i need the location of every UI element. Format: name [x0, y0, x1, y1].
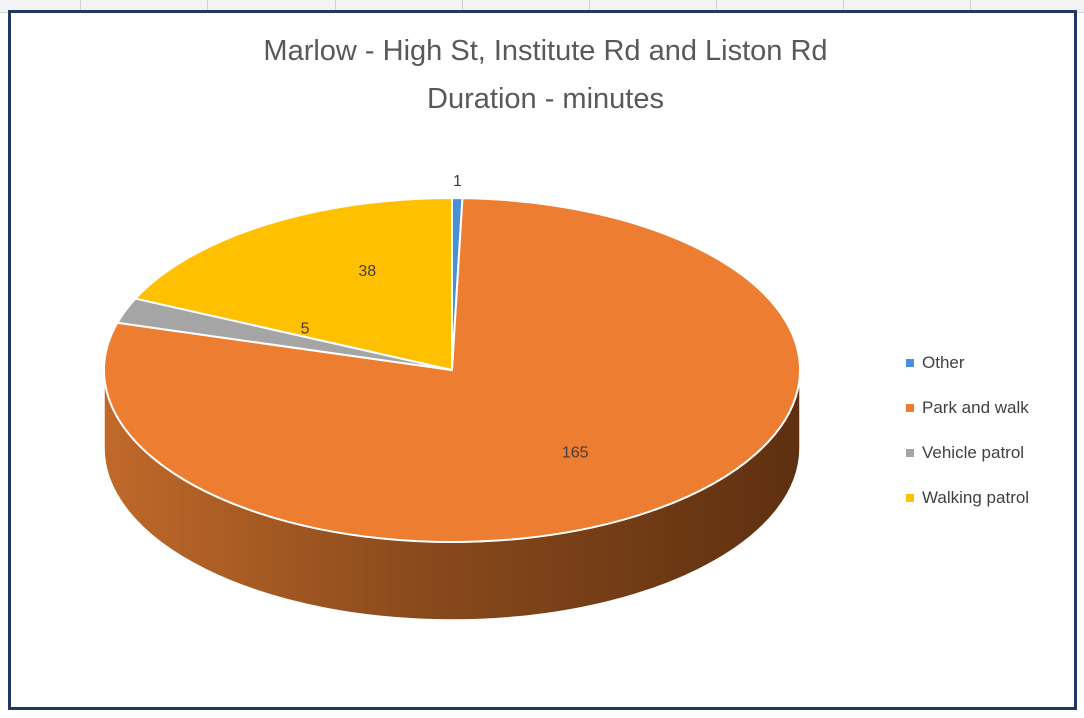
column-divider: [716, 0, 717, 12]
data-label-other: 1: [453, 173, 462, 190]
column-divider: [462, 0, 463, 12]
legend-swatch: [906, 448, 914, 457]
chart-legend: Other Park and walk Vehicle patrol Walking …: [906, 340, 1076, 520]
legend-swatch: [906, 403, 914, 412]
chart-title: Marlow - High St, Institute Rd and Listo…: [263, 35, 828, 67]
column-divider: [843, 0, 844, 12]
column-divider: [80, 0, 81, 12]
data-label-vehicle-patrol: 5: [301, 321, 310, 338]
legend-label: Park and walk: [922, 397, 1029, 417]
data-label-walking-patrol: 38: [358, 263, 376, 280]
legend-label: Vehicle patrol: [922, 442, 1025, 462]
legend-item-park-and-walk[interactable]: Park and walk: [906, 385, 1076, 430]
column-divider: [335, 0, 336, 12]
legend-item-other[interactable]: Other: [906, 340, 1076, 385]
legend-label: Walking patrol: [922, 487, 1030, 507]
legend-label: Other: [922, 352, 965, 372]
chart-area[interactable]: Marlow - High St, Institute Rd and Listo…: [8, 10, 1077, 710]
column-divider: [970, 0, 971, 12]
pie-plot: 1 165 5 38: [103, 173, 801, 621]
legend-item-walking-patrol[interactable]: Walking patrol: [906, 475, 1076, 520]
pie-slice-walking-patrol[interactable]: [133, 196, 453, 372]
legend-swatch: [906, 358, 914, 367]
column-divider: [589, 0, 590, 12]
data-label-park-and-walk: 165: [562, 445, 589, 462]
chart-subtitle: Duration - minutes: [427, 83, 664, 115]
legend-swatch: [906, 493, 914, 502]
legend-item-vehicle-patrol[interactable]: Vehicle patrol: [906, 430, 1076, 475]
column-divider: [207, 0, 208, 12]
